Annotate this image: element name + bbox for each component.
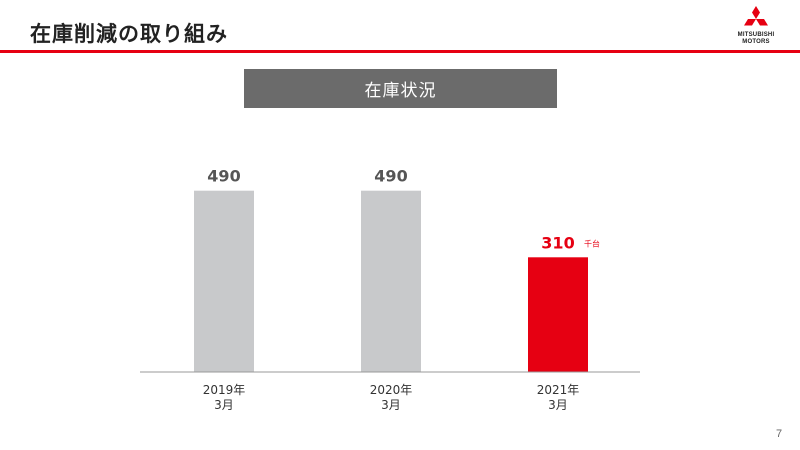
bar-2 — [528, 257, 588, 372]
title-underline — [0, 50, 800, 53]
data-label-1: 490 — [374, 167, 407, 186]
page-number: 7 — [776, 428, 783, 440]
three-diamonds-icon — [744, 6, 768, 26]
section-header: 在庫状況 — [244, 69, 557, 108]
unit-label: 千台 — [584, 238, 600, 248]
bar-0 — [194, 190, 254, 372]
category-label-2-0: 2021年 — [537, 383, 580, 397]
category-label-2-1: 3月 — [548, 398, 568, 412]
category-label-1-1: 3月 — [381, 398, 401, 412]
category-label-0-0: 2019年 — [203, 383, 246, 397]
brand-logo: MITSUBISHI MOTORS — [728, 6, 784, 48]
data-label-0: 490 — [207, 167, 240, 186]
category-label-0-1: 3月 — [214, 398, 234, 412]
data-label-2: 310 — [541, 233, 574, 252]
page-title: 在庫削減の取り組み — [30, 22, 228, 46]
logo-text-line1: MITSUBISHI — [737, 32, 775, 38]
category-label-1-0: 2020年 — [370, 383, 413, 397]
bar-1 — [361, 190, 421, 372]
logo-text-line2: MOTORS — [742, 39, 770, 45]
